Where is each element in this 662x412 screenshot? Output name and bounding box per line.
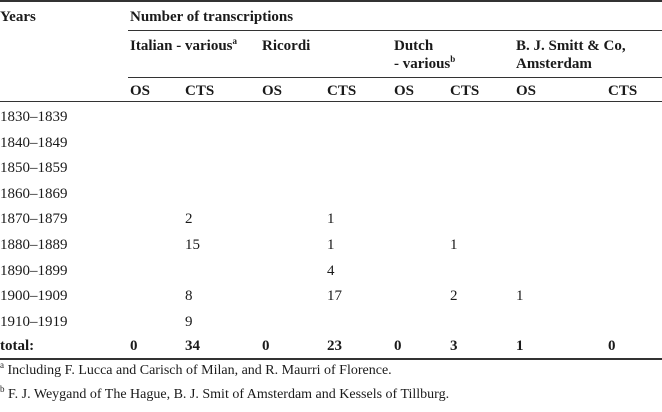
- year-label: 1850–1859: [0, 160, 68, 177]
- year-label: 1890–1899: [0, 262, 68, 279]
- subheader-smitt-cts: CTS: [608, 83, 638, 99]
- total-label: total:: [0, 338, 35, 354]
- year-label: 1860–1869: [0, 185, 68, 202]
- footnote-a-text: Including F. Lucca and Carisch of Milan,…: [7, 363, 392, 378]
- cell-smitt-os: 1: [516, 288, 524, 305]
- total-smitt-os: 1: [516, 338, 524, 354]
- subheader-italian-cts: CTS: [185, 83, 215, 99]
- publisher-italian-label: Italian - various: [130, 38, 233, 54]
- footnote-b: b F. J. Weygand of The Hague, B. J. Smit…: [0, 384, 450, 403]
- publisher-dutch-label-line2: - variousb: [394, 54, 456, 73]
- cell-dutch-cts: 1: [450, 237, 458, 253]
- cell-ricordi-cts: 1: [327, 211, 335, 228]
- year-label: 1880–1889: [0, 237, 68, 253]
- publisher-dutch-header: Dutch - variousb: [394, 37, 455, 73]
- footnote-b-text: F. J. Weygand of The Hague, B. J. Smit o…: [8, 387, 450, 402]
- cell-ricordi-cts: 17: [327, 288, 342, 305]
- table-bottom-rule: [0, 358, 662, 360]
- year-label: 1840–1849: [0, 134, 68, 151]
- cell-ricordi-cts: 4: [327, 262, 335, 279]
- cell-italian-cts: 15: [185, 237, 200, 253]
- year-label: 1900–1909: [0, 288, 68, 305]
- total-ricordi-os: 0: [262, 338, 270, 354]
- year-label: 1910–1919: [0, 313, 68, 330]
- publisher-smitt-header: B. J. Smitt & Co, Amsterdam: [516, 37, 626, 73]
- subheader-ricordi-cts: CTS: [327, 83, 357, 99]
- years-header: Years: [0, 9, 36, 25]
- subheader-dutch-os: OS: [394, 83, 415, 99]
- footnote-b-mark: b: [0, 384, 5, 394]
- cell-italian-cts: 8: [185, 288, 193, 305]
- cell-italian-cts: 2: [185, 211, 193, 228]
- total-italian-os: 0: [130, 338, 138, 354]
- publisher-smitt-label-line2: Amsterdam: [516, 56, 592, 72]
- cell-italian-cts: 9: [185, 313, 193, 330]
- publisher-dutch-footnote-mark: b: [450, 54, 456, 64]
- group-header: Number of transcriptions: [130, 9, 294, 25]
- subheader-smitt-os: OS: [516, 83, 537, 99]
- publisher-italian-footnote-mark: a: [232, 36, 238, 46]
- cell-ricordi-cts: 1: [327, 237, 335, 253]
- total-ricordi-cts: 23: [327, 338, 342, 354]
- footnote-a: a Including F. Lucca and Carisch of Mila…: [0, 360, 392, 379]
- subheader-italian-os: OS: [130, 83, 151, 99]
- publisher-header-rule: [128, 77, 662, 78]
- subheader-dutch-cts: CTS: [450, 83, 480, 99]
- publisher-dutch-label: Dutch: [394, 38, 434, 54]
- year-label: 1870–1879: [0, 211, 68, 228]
- footnote-a-mark: a: [0, 360, 4, 370]
- total-dutch-cts: 3: [450, 338, 458, 354]
- total-smitt-cts: 0: [608, 338, 616, 354]
- publisher-smitt-label: B. J. Smitt & Co,: [516, 38, 626, 54]
- cell-dutch-cts: 2: [450, 288, 458, 305]
- group-header-rule: [128, 30, 662, 31]
- year-label: 1830–1839: [0, 109, 68, 125]
- total-dutch-os: 0: [394, 338, 402, 354]
- header-bottom-rule: [0, 101, 662, 102]
- publisher-italian-header: Italian - variousa: [130, 37, 237, 55]
- subheader-ricordi-os: OS: [262, 83, 283, 99]
- publisher-ricordi-header: Ricordi: [262, 38, 311, 54]
- total-italian-cts: 34: [185, 338, 200, 354]
- top-rule: [0, 0, 662, 2]
